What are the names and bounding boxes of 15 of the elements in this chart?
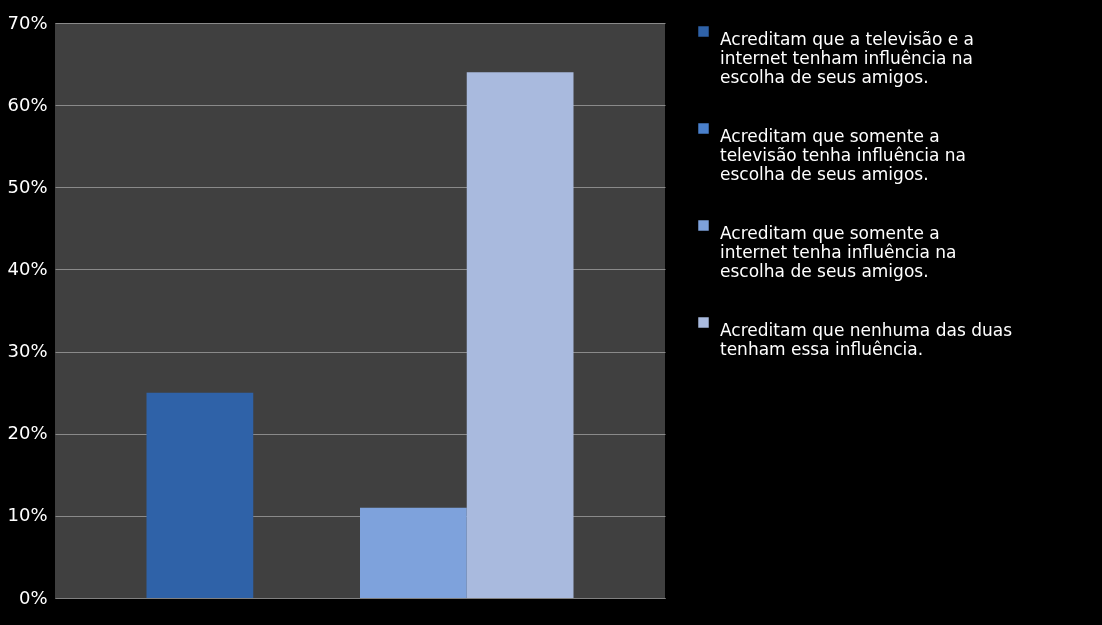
y-tick-label: 20%	[7, 422, 48, 444]
y-tick-label: 60%	[7, 93, 48, 115]
y-tick-label: 70%	[7, 11, 48, 33]
y-tick-label: 10%	[7, 504, 48, 526]
y-tick-label: 0%	[18, 586, 48, 608]
bar	[466, 72, 574, 598]
legend-label: Acreditam que nenhuma das duas tenham essa influência.	[720, 319, 1013, 359]
y-tick-label: 40%	[7, 257, 48, 279]
bar	[146, 392, 254, 598]
legend-label: Acreditam que somente a internet tenha influência na escolha de seus amigos.	[720, 222, 957, 281]
bar	[360, 507, 467, 598]
legend-label: Acreditam que somente a televisão tenha influência na escolha de seus amigos.	[720, 125, 966, 184]
y-tick-label: 30%	[7, 340, 48, 362]
y-tick-label: 50%	[7, 175, 48, 197]
legend-label: Acreditam que a televisão e a internet tenham influência na escolha de seus amigos.	[720, 28, 975, 87]
